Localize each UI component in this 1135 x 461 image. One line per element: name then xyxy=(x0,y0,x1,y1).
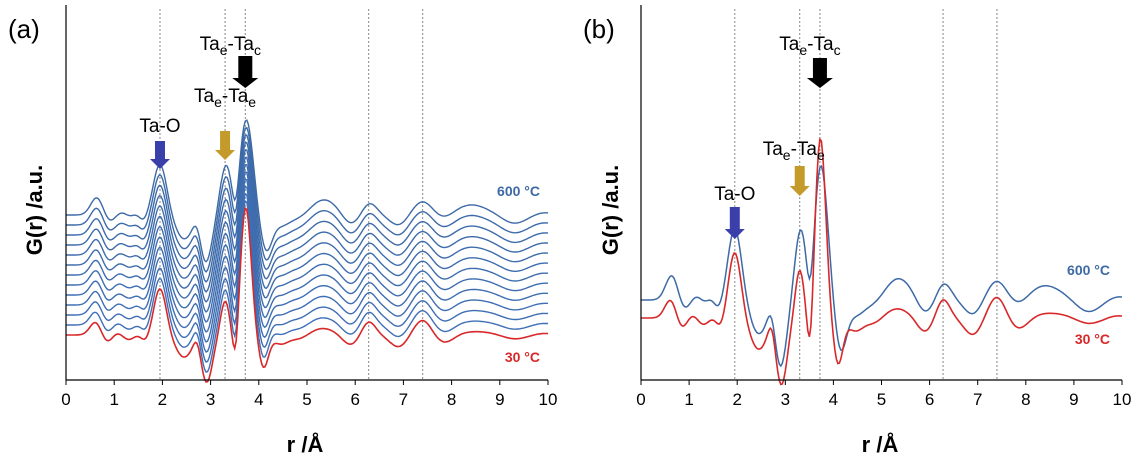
panel-b-curves xyxy=(641,137,1123,386)
panel-b-legend-30: 30 °C xyxy=(1075,331,1110,347)
x-tick-label: 8 xyxy=(1021,390,1030,409)
panel-a-curves xyxy=(66,119,549,383)
panel-b-legend-600: 600 °C xyxy=(1067,262,1110,278)
x-tick-label: 7 xyxy=(399,390,408,409)
x-tick-label: 4 xyxy=(254,390,263,409)
black-arrow-icon xyxy=(232,56,259,88)
annotation-label: Tae-Tae xyxy=(194,86,256,110)
panel-a: (a) 0 1 2 3 4 5 6 7 8 9 10 r /Å G(r) /a.u. 600 °C … xyxy=(8,5,557,457)
curve-intermediate xyxy=(66,126,549,273)
gold-arrow-icon xyxy=(215,131,236,160)
curve-intermediate xyxy=(66,185,549,353)
panel-b-x-axis-title: r /Å xyxy=(862,431,899,457)
curve-intermediate xyxy=(66,134,549,283)
blue-arrow-icon xyxy=(724,207,745,239)
panel-b: (b) 0 1 2 3 4 5 6 7 8 9 10 r /Å G(r) /a.u. 600 °C … xyxy=(583,5,1131,457)
x-tick-label: 1 xyxy=(109,390,118,409)
x-tick-label: 5 xyxy=(302,390,311,409)
panel-a-x-axis-title: r /Å xyxy=(287,431,324,457)
x-tick-label: 10 xyxy=(539,390,558,409)
annotation-label: Tae-Tae xyxy=(763,139,825,163)
panel-b-tick-labels: 0 1 2 3 4 5 6 7 8 9 10 xyxy=(636,380,1131,409)
panel-a-tick-labels: 0 1 2 3 4 5 6 7 8 9 10 xyxy=(61,380,557,409)
curve-intermediate xyxy=(66,163,548,323)
panel-b-axes xyxy=(640,5,1122,381)
curve-intermediate xyxy=(66,178,549,343)
x-tick-label: 8 xyxy=(447,390,456,409)
curve-30c xyxy=(641,137,1123,386)
annotation-label: Tae-Tac xyxy=(779,34,840,58)
black-arrow-icon xyxy=(806,58,833,88)
panel-a-legend-600: 600 °C xyxy=(497,183,540,199)
panel-a-annotations: Ta-O Tae-Tae Tae-Tac xyxy=(139,34,261,169)
gold-arrow-icon xyxy=(789,166,810,196)
x-tick-label: 2 xyxy=(158,390,167,409)
blue-arrow-icon xyxy=(149,141,170,169)
curve-intermediate xyxy=(66,199,548,373)
curve-intermediate xyxy=(66,156,549,313)
x-tick-label: 0 xyxy=(61,390,70,409)
curve-600c xyxy=(66,119,549,263)
panel-b-annotations: Ta-O Tae-Tae Tae-Tac xyxy=(714,34,841,239)
x-tick-label: 2 xyxy=(732,390,741,409)
curve-intermediate xyxy=(66,149,548,303)
annotation-label: Ta-O xyxy=(714,184,755,205)
panel-b-label: (b) xyxy=(583,14,615,44)
panel-a-axes xyxy=(65,5,548,381)
x-tick-label: 0 xyxy=(636,390,645,409)
x-tick-label: 9 xyxy=(495,390,504,409)
annotation-label: Ta-O xyxy=(139,116,180,137)
curve-intermediate xyxy=(66,171,549,333)
curve-intermediate xyxy=(66,141,549,293)
annotation-label: Tae-Tac xyxy=(200,34,261,58)
curve-intermediate xyxy=(66,192,549,363)
x-tick-label: 3 xyxy=(781,390,790,409)
panel-a-y-axis-title: G(r) /a.u. xyxy=(22,165,47,255)
x-tick-label: 5 xyxy=(877,390,886,409)
panel-b-y-axis-title: G(r) /a.u. xyxy=(598,165,623,255)
x-tick-label: 4 xyxy=(829,390,838,409)
panel-b-reference-lines xyxy=(734,9,998,380)
panel-a-label: (a) xyxy=(8,14,40,44)
x-tick-label: 10 xyxy=(1113,390,1132,409)
panel-a-legend-30: 30 °C xyxy=(505,349,540,365)
x-tick-label: 6 xyxy=(925,390,934,409)
x-tick-label: 1 xyxy=(684,390,693,409)
x-tick-label: 7 xyxy=(973,390,982,409)
curve-600c xyxy=(641,164,1123,368)
x-tick-label: 6 xyxy=(350,390,359,409)
x-tick-label: 9 xyxy=(1069,390,1078,409)
curve-30c xyxy=(66,206,549,383)
x-tick-label: 3 xyxy=(206,390,215,409)
